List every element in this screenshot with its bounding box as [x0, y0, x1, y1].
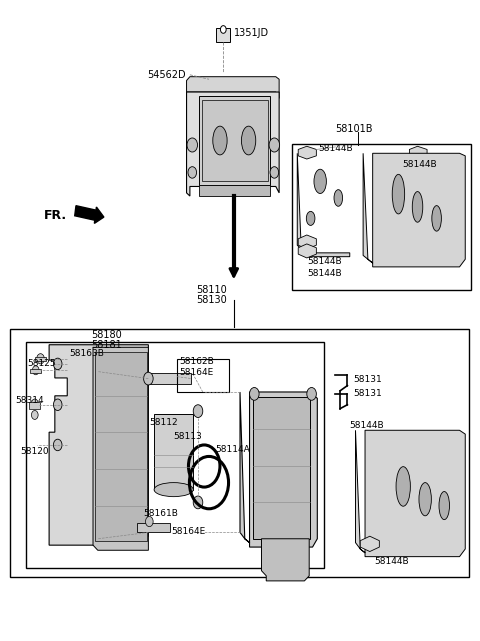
Bar — [199, 185, 270, 196]
Bar — [29, 402, 39, 408]
Text: 58114A: 58114A — [215, 445, 250, 454]
Bar — [10, 329, 469, 577]
Polygon shape — [49, 345, 148, 545]
Text: 58101B: 58101B — [336, 124, 373, 134]
Bar — [35, 357, 46, 361]
Ellipse shape — [392, 174, 405, 214]
Text: 58161B: 58161B — [144, 509, 179, 518]
Text: 58125: 58125 — [28, 360, 56, 369]
Polygon shape — [93, 347, 148, 550]
Polygon shape — [360, 537, 379, 551]
Circle shape — [270, 167, 279, 178]
Circle shape — [53, 358, 62, 370]
FancyArrow shape — [75, 206, 104, 223]
Text: 54562D: 54562D — [147, 70, 186, 79]
Polygon shape — [363, 153, 465, 267]
Circle shape — [269, 138, 280, 152]
Ellipse shape — [432, 206, 442, 231]
Ellipse shape — [241, 126, 256, 155]
Text: 58110: 58110 — [196, 285, 227, 295]
Text: 58113: 58113 — [173, 432, 202, 441]
Text: 58112: 58112 — [149, 418, 178, 427]
Text: 58181: 58181 — [91, 340, 122, 350]
Text: 58144B: 58144B — [307, 269, 341, 278]
Bar — [253, 397, 310, 539]
Polygon shape — [409, 146, 427, 159]
Circle shape — [36, 354, 44, 364]
Ellipse shape — [334, 190, 343, 206]
Circle shape — [53, 439, 62, 451]
Text: 58144B: 58144B — [319, 144, 353, 153]
Polygon shape — [240, 392, 317, 547]
Text: 58180: 58180 — [91, 330, 122, 340]
Text: 58131: 58131 — [354, 375, 383, 384]
Text: 58144B: 58144B — [349, 421, 384, 430]
Polygon shape — [187, 77, 279, 99]
Bar — [202, 99, 268, 181]
Circle shape — [53, 399, 62, 410]
Circle shape — [193, 496, 203, 509]
Polygon shape — [298, 146, 316, 159]
Polygon shape — [297, 153, 350, 256]
Text: 58144B: 58144B — [307, 257, 341, 266]
Text: 58144B: 58144B — [374, 557, 409, 566]
Bar — [292, 144, 471, 290]
Bar — [26, 342, 324, 568]
Circle shape — [145, 517, 153, 527]
Polygon shape — [298, 235, 316, 249]
Text: 58163B: 58163B — [69, 349, 104, 358]
Polygon shape — [262, 539, 309, 581]
Text: 58164E: 58164E — [171, 527, 205, 536]
Text: 1351JD: 1351JD — [234, 28, 269, 38]
Bar — [96, 353, 147, 541]
Ellipse shape — [314, 169, 326, 194]
Circle shape — [144, 372, 153, 385]
Ellipse shape — [213, 126, 227, 155]
Text: 58144B: 58144B — [402, 160, 437, 169]
Polygon shape — [187, 92, 279, 196]
Polygon shape — [298, 244, 316, 258]
Circle shape — [33, 366, 39, 375]
Circle shape — [187, 138, 198, 152]
Circle shape — [250, 388, 259, 400]
Text: 58130: 58130 — [196, 295, 227, 305]
Text: FR.: FR. — [44, 209, 68, 222]
Circle shape — [220, 26, 226, 33]
Text: 58120: 58120 — [21, 447, 49, 456]
Text: 58164E: 58164E — [179, 369, 213, 378]
Ellipse shape — [396, 467, 410, 506]
Ellipse shape — [419, 483, 432, 516]
Bar — [154, 414, 193, 490]
Text: 58131: 58131 — [354, 388, 383, 398]
Circle shape — [32, 410, 38, 419]
Text: 58162B: 58162B — [179, 358, 214, 367]
Circle shape — [32, 399, 38, 408]
Bar — [177, 359, 228, 392]
Bar — [148, 373, 192, 385]
Circle shape — [307, 388, 316, 400]
Ellipse shape — [306, 212, 315, 226]
Bar — [137, 524, 170, 533]
Ellipse shape — [439, 492, 449, 520]
Circle shape — [188, 167, 197, 178]
Polygon shape — [356, 430, 465, 556]
Ellipse shape — [154, 483, 193, 497]
Bar — [199, 96, 270, 185]
Circle shape — [193, 404, 203, 417]
Bar — [216, 28, 230, 42]
Bar — [30, 369, 40, 373]
Ellipse shape — [412, 192, 423, 222]
Text: 58314: 58314 — [16, 396, 44, 405]
